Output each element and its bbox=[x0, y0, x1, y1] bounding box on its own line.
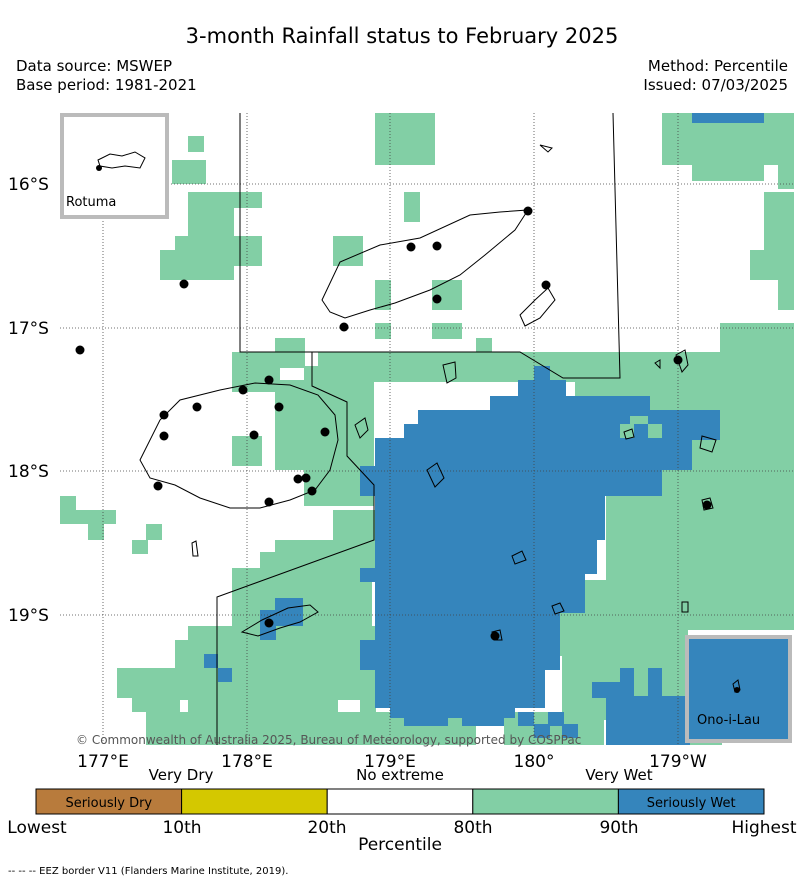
lat-tick-17s: 17°S bbox=[8, 319, 49, 339]
lon-tick-180: 180° bbox=[514, 752, 555, 772]
legend-cat-very-wet: Very Wet bbox=[585, 766, 652, 784]
mago-island bbox=[623, 428, 635, 440]
totoya-island bbox=[511, 550, 527, 565]
pct-tick-80th: 80th bbox=[453, 818, 492, 838]
method: Method: Percentile bbox=[647, 57, 788, 75]
lon-tick-179w: 179°W bbox=[649, 752, 707, 772]
legend-axis-title: Percentile bbox=[358, 835, 442, 855]
vatulele-island bbox=[191, 540, 199, 557]
lat-tick-19s: 19°S bbox=[8, 606, 49, 626]
legend-box-4 bbox=[617, 788, 765, 815]
pct-tick-20th: 20th bbox=[307, 818, 346, 838]
legend: Very Dry No extreme Very Wet Seriously D… bbox=[7, 766, 797, 855]
rainfall-grid bbox=[60, 113, 794, 745]
lat-tick-16s: 16°S bbox=[8, 175, 49, 195]
moala-island bbox=[426, 462, 445, 488]
legend-cat-no-extreme: No extreme bbox=[356, 766, 444, 784]
meta-left: Data source: MSWEP Base period: 1981-202… bbox=[16, 57, 197, 95]
rotuma-inset: Rotuma bbox=[60, 113, 169, 219]
rotuma-label: Rotuma bbox=[66, 195, 116, 210]
pct-tick-lowest: Lowest bbox=[7, 818, 67, 838]
map-title: 3-month Rainfall status to February 2025 bbox=[185, 24, 619, 48]
pct-tick-90th: 90th bbox=[599, 818, 638, 838]
legend-box-label-0: Seriously Dry bbox=[65, 796, 152, 811]
onoilau-inset: Ono-i-Lau bbox=[685, 635, 792, 743]
lat-tick-18s: 18°S bbox=[8, 462, 49, 482]
pct-tick-10th: 10th bbox=[162, 818, 201, 838]
pct-tick-highest: Highest bbox=[731, 818, 796, 838]
legend-box-label-4: Seriously Wet bbox=[647, 796, 736, 811]
copyright: © Commonwealth of Australia 2025, Bureau… bbox=[76, 733, 581, 747]
lon-tick-179e: 179°E bbox=[364, 752, 416, 772]
footnote: -- -- -- EEZ border V11 (Flanders Marine… bbox=[8, 866, 289, 877]
koro-island bbox=[442, 361, 457, 384]
eez-border bbox=[239, 113, 621, 379]
lon-tick-178e: 178°E bbox=[221, 752, 273, 772]
eez-border-south bbox=[216, 352, 375, 745]
legend-box-2 bbox=[326, 788, 474, 815]
stations bbox=[75, 206, 712, 641]
viti-levu-island bbox=[139, 382, 339, 509]
lakeba-island bbox=[675, 349, 689, 373]
onoilau-label: Ono-i-Lau bbox=[697, 713, 760, 728]
vanua-levu-island bbox=[321, 209, 529, 319]
legend-box-1 bbox=[181, 788, 328, 815]
taveuni-island bbox=[519, 287, 556, 327]
lon-ticks: 177°E 178°E 179°E 180° 179°W bbox=[77, 752, 707, 772]
legend-cat-very-dry: Very Dry bbox=[149, 766, 214, 784]
legend-boxes: Seriously Dry Seriously Wet bbox=[35, 788, 765, 815]
meta-right: Method: Percentile Issued: 07/03/2025 bbox=[643, 57, 788, 95]
data-source: Data source: MSWEP bbox=[16, 57, 173, 75]
gau-island bbox=[354, 417, 369, 439]
seriously-wet-cells bbox=[204, 113, 764, 745]
issued-date: Issued: 07/03/2025 bbox=[643, 76, 788, 94]
kadavu-island bbox=[240, 604, 319, 637]
rotuma-island bbox=[97, 151, 146, 169]
legend-box-0 bbox=[35, 788, 183, 815]
lat-ticks: 16°S 17°S 18°S 19°S bbox=[8, 175, 49, 626]
legend-box-3 bbox=[472, 788, 619, 815]
lon-tick-177e: 177°E bbox=[77, 752, 129, 772]
coastlines bbox=[139, 144, 717, 641]
kabara-island bbox=[551, 602, 565, 615]
base-period: Base period: 1981-2021 bbox=[16, 76, 197, 94]
